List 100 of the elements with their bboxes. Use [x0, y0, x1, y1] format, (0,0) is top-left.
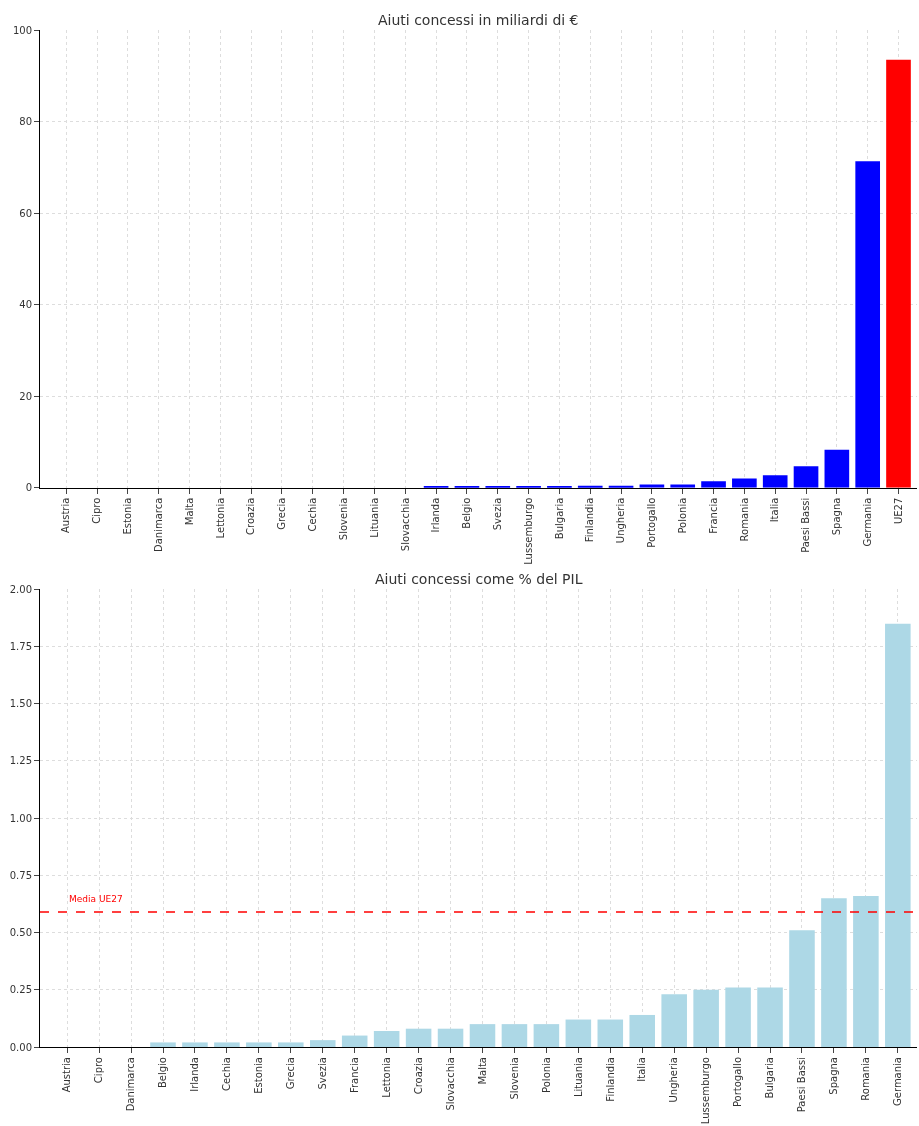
x-tick-label: Lettonia: [380, 1057, 392, 1098]
x-tick-label: Grecia: [276, 497, 288, 530]
bar: [565, 1019, 592, 1047]
bar: [182, 1042, 208, 1047]
y-tick-label: 0: [25, 482, 32, 494]
x-tick-label: Lituania: [368, 497, 380, 538]
x-tick-label: Francia: [348, 1057, 360, 1094]
x-tick-label: Romania: [860, 1057, 872, 1101]
x-tick-label: Paesi Bassi: [796, 1057, 808, 1113]
x-tick-label: Lituania: [572, 1057, 584, 1097]
bar: [789, 930, 815, 1047]
y-tick-label: 100: [12, 24, 32, 36]
bar: [150, 1042, 176, 1047]
x-tick-label: Belgio: [157, 1057, 169, 1089]
x-tick-label: Malta: [476, 1057, 488, 1085]
x-tick-label: UE27: [892, 497, 904, 525]
bar: [885, 623, 911, 1047]
x-tick-label: Lussemburgo: [522, 497, 534, 565]
x-tick-label: Austria: [61, 1057, 73, 1093]
x-tick-label: Francia: [707, 497, 719, 534]
x-tick-label: Belgio: [461, 497, 473, 529]
x-tick-label: Finlandia: [604, 1057, 616, 1102]
bar: [725, 987, 751, 1047]
x-tick-label: Lussemburgo: [700, 1057, 712, 1125]
x-tick-label: Slovacchia: [444, 1057, 456, 1111]
chart-title: Aiuti concessi come % del PIL: [375, 571, 583, 587]
y-tick-label: 1.50: [9, 698, 32, 710]
y-tick-label: 1.25: [9, 755, 32, 767]
x-tick-label: Slovacchia: [399, 497, 411, 552]
x-tick-label: Svezia: [492, 497, 504, 531]
x-tick-label: Svezia: [317, 1057, 328, 1090]
x-tick-label: Estonia: [122, 497, 134, 535]
x-tick-label: Slovenia: [337, 497, 349, 541]
x-tick-label: Lettonia: [214, 497, 226, 539]
x-tick-label: Croazia: [245, 497, 257, 535]
y-tick-label: 1.75: [9, 641, 32, 653]
bar: [886, 59, 911, 488]
bar: [639, 484, 665, 488]
bar: [469, 1024, 496, 1047]
bar: [762, 475, 788, 488]
x-tick-label: Spagna: [831, 497, 843, 536]
x-tick-label: Ungheria: [668, 1057, 680, 1103]
x-tick-label: Finlandia: [584, 497, 596, 543]
x-tick-label: Portogallo: [732, 1057, 744, 1108]
chart-title: Aiuti concessi in miliardi di €: [378, 12, 579, 28]
bar: [214, 1042, 240, 1047]
x-tick-label: Italia: [769, 497, 781, 523]
y-tick-label: 0.00: [9, 1041, 32, 1053]
bar: [855, 161, 881, 488]
y-tick-label: 0.75: [9, 869, 32, 881]
bar: [278, 1042, 304, 1047]
x-tick-label: Estonia: [253, 1057, 265, 1094]
x-tick-label: Malta: [183, 497, 195, 526]
bar: [824, 449, 850, 488]
x-tick-label: Danimarca: [125, 1057, 137, 1112]
bar: [693, 989, 719, 1047]
x-tick-label: Cechia: [307, 497, 319, 532]
bar: [437, 1028, 464, 1047]
x-tick-label: Italia: [636, 1057, 648, 1082]
x-tick-label: Romania: [738, 497, 750, 542]
x-tick-label: Grecia: [285, 1057, 297, 1090]
x-tick-label: Ungheria: [615, 497, 627, 544]
x-tick-label: Paesi Bassi: [800, 497, 812, 553]
x-tick-label: Polonia: [676, 497, 688, 534]
x-tick-label: Cipro: [91, 497, 103, 524]
x-tick-label: Irlanda: [430, 497, 442, 533]
x-tick-label: Bulgaria: [553, 497, 565, 540]
x-tick-label: Irlanda: [189, 1057, 201, 1092]
y-tick-label: 2.00: [9, 583, 32, 595]
x-tick-label: Cipro: [93, 1057, 105, 1084]
y-tick-label: 0.25: [9, 984, 32, 996]
y-tick-label: 40: [19, 299, 32, 311]
bar: [670, 484, 696, 488]
bar: [246, 1042, 272, 1047]
y-tick-label: 60: [19, 207, 32, 219]
bar: [341, 1035, 368, 1047]
x-tick-label: Portogallo: [646, 497, 658, 548]
x-tick-label: Austria: [60, 497, 72, 533]
bar: [373, 1030, 400, 1047]
x-tick-label: Croazia: [412, 1057, 424, 1095]
bar: [793, 466, 819, 488]
x-tick-label: Spagna: [828, 1057, 840, 1095]
bar: [597, 1019, 624, 1047]
bar: [533, 1024, 560, 1047]
y-tick-label: 1.00: [9, 812, 32, 824]
x-tick-label: Cechia: [221, 1057, 233, 1091]
x-tick-label: Germania: [892, 1057, 904, 1106]
bar: [821, 898, 847, 1047]
bar: [757, 987, 783, 1047]
y-tick-label: 80: [19, 116, 32, 128]
bar: [701, 481, 726, 488]
x-tick-label: Bulgaria: [764, 1057, 776, 1099]
x-tick-label: Germania: [861, 497, 873, 547]
x-tick-label: Slovenia: [508, 1057, 520, 1100]
bar: [629, 1014, 656, 1047]
bar: [309, 1040, 336, 1047]
bar: [405, 1028, 432, 1047]
bar: [661, 994, 687, 1047]
x-tick-label: Polonia: [540, 1057, 552, 1093]
ref-line-label: Media UE27: [69, 894, 123, 904]
